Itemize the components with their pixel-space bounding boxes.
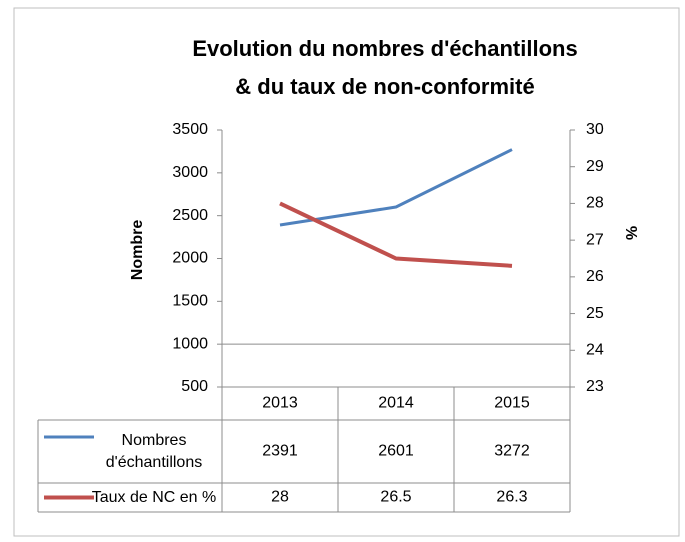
table-value: 3272 <box>494 443 530 460</box>
chart-title: Evolution du nombres d'échantillons <box>192 36 577 61</box>
legend-label-box: Taux de NC en % <box>91 488 217 506</box>
y-tick-label: 3000 <box>172 164 208 181</box>
table-value: 26.5 <box>380 489 411 506</box>
y-tick-label: 2500 <box>172 207 208 224</box>
y2-tick-label: 25 <box>586 305 604 322</box>
table-value: 28 <box>271 489 289 506</box>
x-tick-label: 2014 <box>378 395 414 412</box>
series-line <box>279 201 513 268</box>
legend-label: Nombres d'échantillons <box>105 431 203 471</box>
x-tick-label: 2015 <box>494 395 530 412</box>
legend-label-box: Nombres d'échantillons <box>105 431 203 471</box>
y-tick-label: 1000 <box>172 335 208 352</box>
y2-tick-label: 28 <box>586 195 604 212</box>
legend-label: Taux de NC en % <box>91 488 217 506</box>
y2-tick-label: 23 <box>586 378 604 395</box>
y2-tick-label: 29 <box>586 158 604 175</box>
table-value: 26.3 <box>496 489 527 506</box>
y-tick-label: 3500 <box>172 121 208 138</box>
y2-tick-label: 27 <box>586 231 604 248</box>
y-tick-label: 2000 <box>172 250 208 267</box>
table-value: 2601 <box>378 443 414 460</box>
y2-tick-label: 30 <box>586 121 604 138</box>
y2-axis-title: % <box>622 226 639 240</box>
y2-tick-label: 26 <box>586 268 604 285</box>
table-value: 2391 <box>262 443 298 460</box>
chart-title: & du taux de non-conformité <box>235 74 534 99</box>
x-tick-label: 2013 <box>262 395 298 412</box>
series-line <box>279 148 513 227</box>
y-tick-label: 500 <box>181 378 208 395</box>
y-axis-title: Nombre <box>129 220 146 281</box>
y2-tick-label: 24 <box>586 342 604 359</box>
y-tick-label: 1500 <box>172 293 208 310</box>
chart-border <box>13 7 680 537</box>
